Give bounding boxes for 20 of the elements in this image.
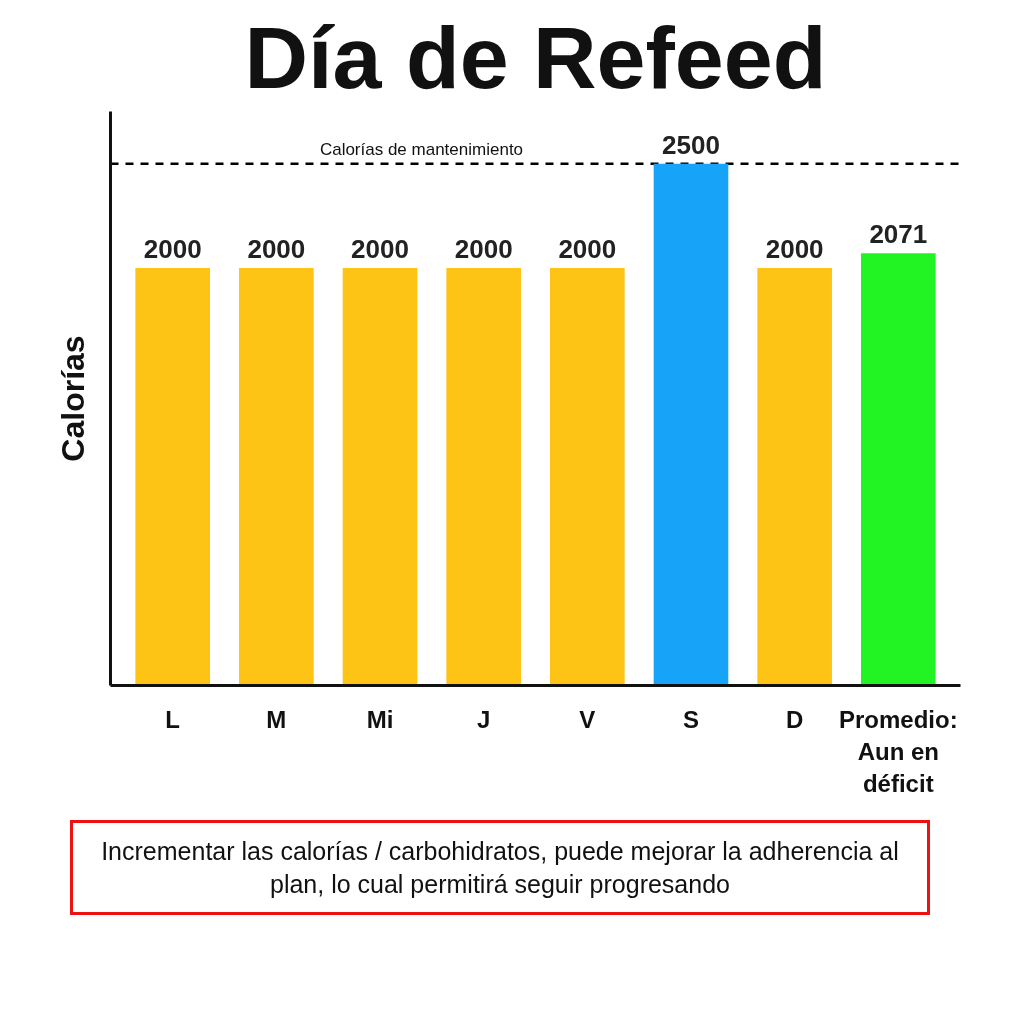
data-label: 2000: [765, 234, 824, 265]
x-tick-label: J: [477, 705, 491, 733]
x-tick-label: L: [165, 705, 181, 733]
x-tick-label: V: [579, 705, 596, 733]
text: Incrementar las calorías / carbohidratos, puede mejorar la adherencia al plan, lo cual permitirá seguir progresando: [100, 836, 900, 900]
x-tick-label: M: [266, 705, 287, 733]
data-label: 2000: [143, 234, 202, 265]
y-axis-title: Calorías: [54, 335, 91, 462]
data-label: 2500: [662, 129, 720, 160]
x-tick-label: S: [682, 705, 699, 733]
chart-title: Día de Refeed: [244, 7, 827, 107]
data-label: 2000: [454, 234, 513, 265]
data-label: 2000: [247, 234, 306, 265]
data-label: 2071: [869, 219, 928, 250]
x-tick-label: Promedio: Aun en déficit: [838, 705, 958, 798]
x-tick-label: Mi: [366, 705, 394, 733]
ref-line-label: Calorías de mantenimiento: [319, 139, 524, 159]
data-label: 2000: [351, 234, 409, 265]
x-tick-label: D: [785, 705, 804, 733]
data-label: 2000: [558, 234, 617, 265]
